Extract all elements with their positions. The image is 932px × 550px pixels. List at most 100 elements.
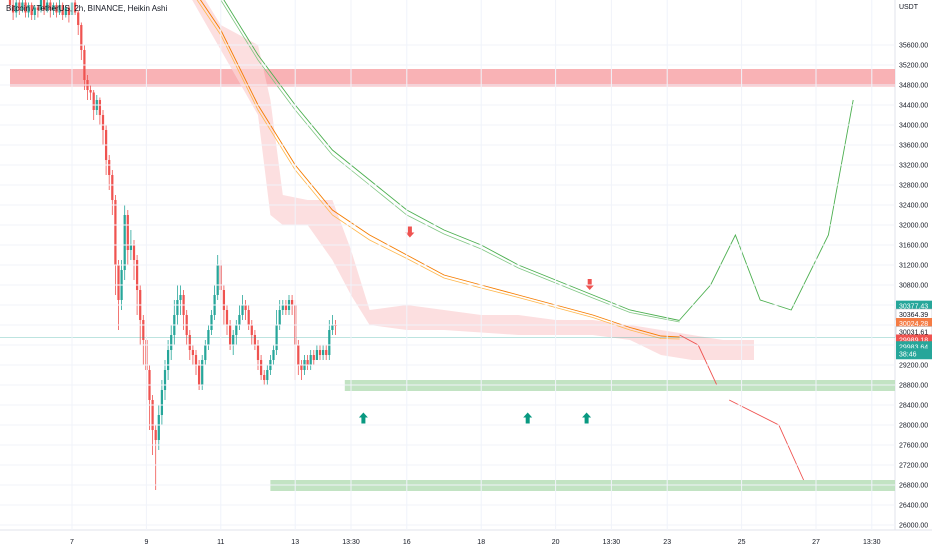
candle-body — [89, 90, 92, 93]
candle-body — [36, 7, 40, 10]
candle-body — [117, 265, 120, 300]
candle-body — [201, 360, 204, 385]
price-tag-label: 29989.18 — [899, 338, 928, 345]
x-tick-label: 9 — [144, 539, 148, 546]
price-tag — [896, 318, 932, 329]
y-tick-label: 33200.00 — [899, 163, 928, 170]
y-tick-label: 32000.00 — [899, 223, 928, 230]
candle-body — [300, 365, 303, 370]
x-tick-label: 13:30 — [863, 539, 881, 546]
candle-body — [263, 375, 266, 380]
candle-body — [39, 0, 43, 10]
markers-layer — [358, 226, 595, 424]
price-tag — [896, 341, 932, 353]
y-tick-label: 27600.00 — [899, 443, 928, 450]
candle-body — [247, 310, 250, 325]
candle-body — [210, 315, 213, 330]
y-tick-label: 32800.00 — [899, 183, 928, 190]
candle-body — [241, 305, 244, 315]
time-axis[interactable]: 7 9 11 13 13:30 16 18 20 13:30 23 25 27 13:30 — [70, 0, 881, 546]
candle-body — [250, 325, 253, 335]
arrow-down-marker — [405, 226, 415, 238]
candle-body — [266, 370, 269, 380]
price-tag-label: 29983.64 — [899, 344, 928, 351]
x-tick-label: 7 — [70, 539, 74, 546]
x-tick-label: 13:30 — [603, 539, 621, 546]
candle-body — [132, 245, 136, 260]
candle-body — [253, 335, 257, 345]
candle-body — [176, 300, 179, 315]
candle-body — [142, 320, 145, 340]
candle-body — [61, 5, 64, 15]
candle-body — [278, 310, 281, 325]
candle-body — [92, 92, 95, 110]
candle-body — [325, 350, 328, 355]
y-tick-label: 26800.00 — [899, 483, 928, 490]
price-tag-label: 30364.39 — [899, 312, 928, 319]
candles-layer — [0, 0, 895, 490]
candle-body — [284, 305, 288, 310]
candle-body — [259, 360, 263, 375]
y-tick-label: 26000.00 — [899, 523, 928, 530]
y-tick-label: 31200.00 — [899, 263, 928, 270]
candle-body — [244, 305, 247, 310]
candle-body — [151, 400, 154, 430]
resistance-zone — [10, 69, 895, 87]
candle-body — [328, 330, 331, 355]
y-tick-label: 31600.00 — [899, 243, 928, 250]
candle-body — [235, 325, 238, 335]
price-tag — [896, 348, 932, 360]
candle-body — [126, 215, 129, 250]
x-tick-label: 25 — [738, 539, 746, 546]
candle-body — [157, 415, 160, 440]
price-tag — [896, 300, 932, 312]
candle-body — [238, 315, 241, 325]
candle-body — [331, 325, 334, 330]
candle-body — [272, 350, 275, 360]
candle-body — [30, 5, 33, 15]
candle-body — [312, 355, 315, 360]
candle-body — [170, 335, 173, 350]
arrow-up-marker — [582, 412, 592, 424]
x-tick-label: 23 — [663, 539, 671, 546]
candle-body — [191, 350, 195, 355]
candle-body — [222, 290, 226, 310]
y-tick-label: 28000.00 — [899, 423, 928, 430]
candle-body — [58, 5, 61, 13]
candle-body — [77, 12, 80, 25]
candle-body — [55, 5, 58, 13]
candle-body — [281, 305, 284, 310]
y-tick-label: 30800.00 — [899, 283, 928, 290]
ma-green-line — [223, 0, 680, 321]
candle-body — [309, 355, 312, 365]
projection-red-path-2 — [728, 399, 805, 481]
candle-body — [73, 2, 77, 13]
price-axis[interactable]: 35600.00 35200.00 34800.00 34400.00 34000.00… — [0, 43, 928, 530]
x-tick-label: 18 — [477, 539, 485, 546]
candle-body — [27, 5, 30, 13]
candle-body — [129, 245, 133, 250]
price-tag-label: 38:46 — [899, 351, 917, 358]
candle-body — [166, 350, 170, 370]
candle-body — [42, 0, 46, 10]
y-tick-label: 35200.00 — [899, 63, 928, 70]
candle-body — [188, 335, 191, 350]
candle-body — [315, 350, 319, 360]
x-tick-label: 13:30 — [342, 539, 360, 546]
candle-body — [216, 265, 219, 295]
x-tick-label: 16 — [403, 539, 411, 546]
arrow-up-marker — [523, 412, 533, 424]
candle-body — [135, 260, 139, 290]
candle-body — [21, 2, 24, 10]
candle-body — [225, 310, 229, 325]
y-tick-label: 34800.00 — [899, 83, 928, 90]
candle-body — [179, 295, 182, 300]
y-tick-label: 35600.00 — [899, 43, 928, 50]
candle-body — [15, 2, 18, 13]
candle-body — [101, 115, 105, 130]
y-tick-label: 33600.00 — [899, 143, 928, 150]
candle-body — [256, 345, 260, 360]
candle-body — [67, 7, 71, 15]
